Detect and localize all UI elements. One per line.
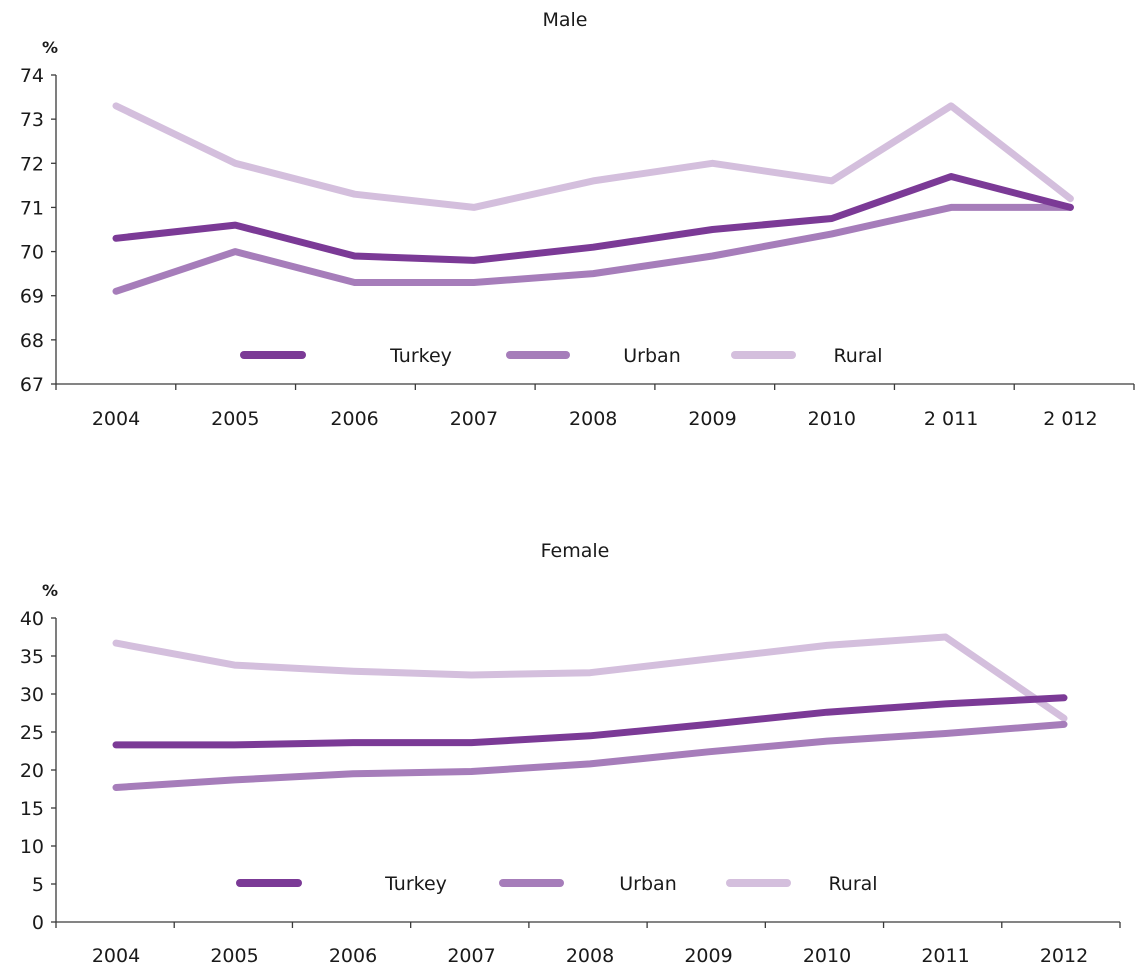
female-x-tick-label: 2006 (329, 945, 377, 967)
female-legend-label-urban: Urban (619, 873, 676, 895)
female-series-line-turkey (112, 694, 1068, 749)
male-x-tick-label: 2006 (330, 408, 378, 430)
male-y-tick-label: 67 (20, 374, 44, 396)
male-x-tick-label: 2008 (569, 408, 617, 430)
female-x-tick-label: 2010 (803, 945, 851, 967)
female-series-line-rural (112, 633, 1068, 722)
male-y-tick-label: 73 (20, 109, 44, 131)
female-x-tick-label: 2007 (447, 945, 495, 967)
female-x-tick-label: 2011 (921, 945, 969, 967)
female-legend-label-rural: Rural (828, 873, 877, 895)
male-x-tick-label: 2 011 (924, 408, 978, 430)
female-x-tick-label: 2012 (1040, 945, 1088, 967)
male-series-line-rural (112, 102, 1074, 211)
female-x-tick-label: 2005 (210, 945, 258, 967)
female-y-tick-label: 0 (32, 912, 44, 934)
male-x-tick-label: 2009 (688, 408, 736, 430)
male-y-tick-label: 74 (20, 65, 44, 87)
male-x-ticks: 2004 2005 2006 2007 2008 2009 2010 2 011 2 012 (55, 384, 1135, 430)
female-y-tick-label: 10 (20, 836, 44, 858)
male-chart-title: Male (542, 9, 587, 31)
female-y-tick-label: 5 (32, 874, 44, 896)
female-y-ticks: 0 5 10 15 20 25 30 35 40 (20, 608, 56, 934)
female-x-ticks: 2004 2005 2006 2007 2008 2009 2010 2011 2012 (55, 922, 1121, 967)
male-x-tick-label: 2007 (450, 408, 498, 430)
male-legend-label-urban: Urban (623, 345, 680, 367)
female-x-tick-label: 2008 (566, 945, 614, 967)
male-legend: Turkey Urban Rural (240, 345, 883, 367)
male-series (112, 102, 1074, 295)
male-y-ticks: 67 68 69 70 71 72 73 74 (20, 65, 56, 396)
female-legend-label-turkey: Turkey (384, 873, 447, 895)
female-y-tick-label: 40 (20, 608, 44, 630)
male-legend-label-rural: Rural (833, 345, 882, 367)
male-x-tick-label: 2004 (92, 408, 140, 430)
male-y-tick-label: 69 (20, 286, 44, 308)
male-x-tick-label: 2005 (211, 408, 259, 430)
male-x-tick-label: 2010 (808, 408, 856, 430)
female-y-tick-label: 30 (20, 684, 44, 706)
male-y-tick-label: 71 (20, 197, 44, 219)
female-y-tick-label: 20 (20, 760, 44, 782)
female-y-tick-label: 15 (20, 798, 44, 820)
male-legend-label-turkey: Turkey (389, 345, 452, 367)
male-y-tick-label: 68 (20, 330, 44, 352)
female-y-tick-label: 25 (20, 722, 44, 744)
male-chart: Male % 67 68 69 70 71 72 73 74 2004 2005 2006 2007… (20, 9, 1135, 430)
female-y-tick-label: 35 (20, 646, 44, 668)
male-y-tick-label: 72 (20, 153, 44, 175)
male-series-line-urban (112, 203, 1074, 295)
female-x-tick-label: 2004 (92, 945, 140, 967)
female-series (112, 633, 1068, 791)
female-chart-title: Female (541, 540, 610, 562)
male-y-tick-label: 70 (20, 242, 44, 264)
male-y-unit-label: % (42, 38, 58, 57)
male-x-tick-label: 2 012 (1043, 408, 1097, 430)
female-y-unit-label: % (42, 581, 58, 600)
male-series-line-turkey (112, 173, 1074, 264)
female-series-line-urban (112, 720, 1068, 791)
female-legend: Turkey Urban Rural (236, 873, 878, 895)
female-x-tick-label: 2009 (684, 945, 732, 967)
